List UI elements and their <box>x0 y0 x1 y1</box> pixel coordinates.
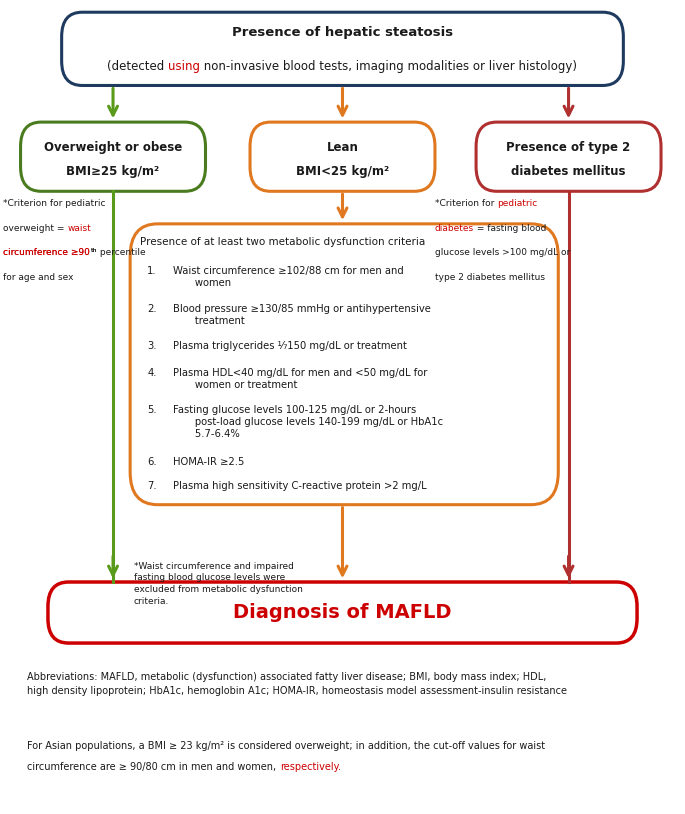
Text: Plasma triglycerides ⅐150 mg/dL or treatment: Plasma triglycerides ⅐150 mg/dL or treat… <box>173 341 406 351</box>
Text: for age and sex: for age and sex <box>3 273 74 282</box>
Text: Blood pressure ≥130/85 mmHg or antihypertensive
       treatment: Blood pressure ≥130/85 mmHg or antihyper… <box>173 304 430 326</box>
Text: 6.: 6. <box>147 457 157 466</box>
Text: = fasting blood: = fasting blood <box>474 224 547 233</box>
Text: Waist circumference ≥102/88 cm for men and
       women: Waist circumference ≥102/88 cm for men a… <box>173 266 403 288</box>
Text: using: using <box>169 60 201 73</box>
Text: BMI<25 kg/m²: BMI<25 kg/m² <box>296 165 389 178</box>
Text: (detected: (detected <box>108 60 169 73</box>
Text: waist: waist <box>68 224 91 233</box>
Text: overweight =: overweight = <box>3 224 68 233</box>
Text: Presence of hepatic steatosis: Presence of hepatic steatosis <box>232 26 453 39</box>
Text: diabetes mellitus: diabetes mellitus <box>511 165 626 178</box>
Text: Abbreviations: MAFLD, metabolic (dysfunction) associated fatty liver disease; BM: Abbreviations: MAFLD, metabolic (dysfunc… <box>27 672 567 695</box>
FancyBboxPatch shape <box>476 122 661 191</box>
FancyBboxPatch shape <box>21 122 206 191</box>
Text: Presence of type 2: Presence of type 2 <box>506 141 631 154</box>
Text: circumference ≥90: circumference ≥90 <box>3 248 90 257</box>
Text: circumference are ≥ 90/80 cm in men and women,: circumference are ≥ 90/80 cm in men and … <box>27 762 279 772</box>
Text: respectively.: respectively. <box>279 762 340 772</box>
Text: *Waist circumference and impaired
fasting blood glucose levels were
excluded fro: *Waist circumference and impaired fastin… <box>134 562 303 606</box>
Text: type 2 diabetes mellitus: type 2 diabetes mellitus <box>435 273 545 282</box>
Text: Overweight or obese: Overweight or obese <box>44 141 182 154</box>
Text: *Criterion for: *Criterion for <box>435 199 497 208</box>
FancyBboxPatch shape <box>250 122 435 191</box>
Text: glucose levels >100 mg/dL or: glucose levels >100 mg/dL or <box>435 248 570 257</box>
Text: *Criterion for pediatric: *Criterion for pediatric <box>3 199 106 208</box>
Text: Diagnosis of MAFLD: Diagnosis of MAFLD <box>234 603 451 622</box>
Text: Lean: Lean <box>327 141 358 154</box>
Text: 1.: 1. <box>147 266 157 276</box>
FancyBboxPatch shape <box>48 582 637 643</box>
Text: Presence of at least two metabolic dysfunction criteria: Presence of at least two metabolic dysfu… <box>140 237 425 247</box>
FancyBboxPatch shape <box>130 224 558 505</box>
Text: Plasma HDL<40 mg/dL for men and <50 mg/dL for
       women or treatment: Plasma HDL<40 mg/dL for men and <50 mg/d… <box>173 368 427 390</box>
Text: 7.: 7. <box>147 481 157 491</box>
Text: th: th <box>90 248 97 253</box>
Text: circumference ≥90: circumference ≥90 <box>3 248 90 257</box>
FancyBboxPatch shape <box>62 12 623 85</box>
Text: For Asian populations, a BMI ≥ 23 kg/m² is considered overweight; in addition, t: For Asian populations, a BMI ≥ 23 kg/m² … <box>27 741 545 751</box>
Text: BMI≥25 kg/m²: BMI≥25 kg/m² <box>66 165 160 178</box>
Text: 5.: 5. <box>147 405 157 415</box>
Text: 4.: 4. <box>147 368 157 378</box>
Text: non-invasive blood tests, imaging modalities or liver histology): non-invasive blood tests, imaging modali… <box>201 60 577 73</box>
Text: pediatric: pediatric <box>497 199 538 208</box>
Text: percentile: percentile <box>97 248 145 257</box>
Text: Plasma high sensitivity C-reactive protein >2 mg/L: Plasma high sensitivity C-reactive prote… <box>173 481 426 491</box>
Text: Fasting glucose levels 100-125 mg/dL or 2-hours
       post-load glucose levels : Fasting glucose levels 100-125 mg/dL or … <box>173 405 443 440</box>
Text: 2.: 2. <box>147 304 157 313</box>
Text: diabetes: diabetes <box>435 224 474 233</box>
Text: HOMA-IR ≥2.5: HOMA-IR ≥2.5 <box>173 457 244 466</box>
Text: th: th <box>90 248 97 253</box>
Text: 3.: 3. <box>147 341 157 351</box>
